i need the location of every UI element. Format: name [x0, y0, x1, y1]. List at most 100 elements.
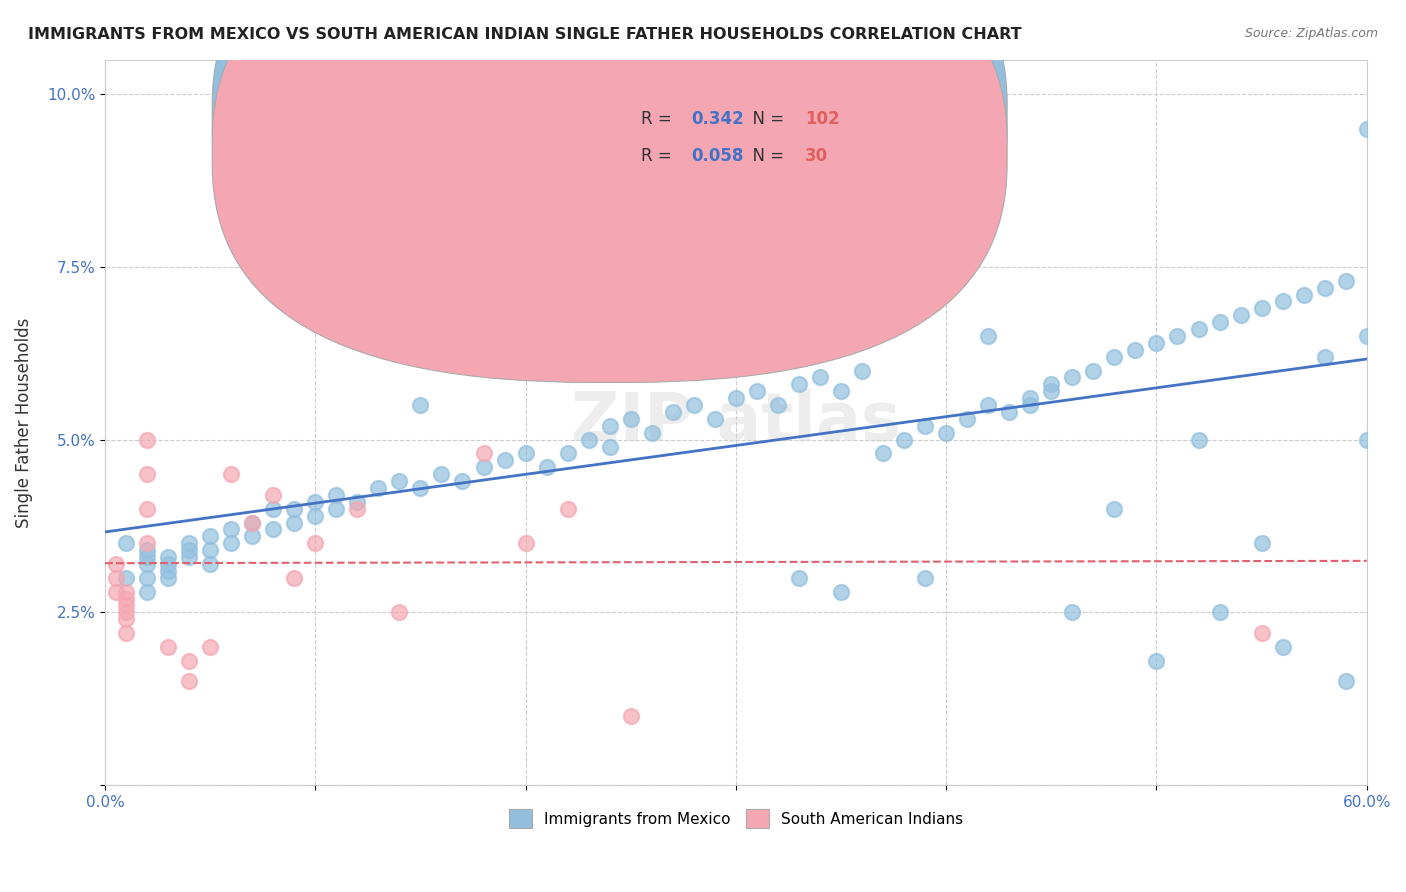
Point	[325, 488, 347, 502]
Point	[409, 398, 432, 412]
Point	[787, 377, 810, 392]
Point	[136, 467, 159, 482]
Point	[1040, 384, 1063, 399]
Point	[1355, 433, 1378, 447]
Text: R =: R =	[641, 146, 678, 165]
Point	[136, 501, 159, 516]
Point	[430, 294, 453, 309]
Text: N =: N =	[742, 111, 790, 128]
Point	[136, 557, 159, 571]
Point	[240, 516, 263, 530]
Point	[198, 529, 221, 543]
Point	[851, 363, 873, 377]
Point	[515, 446, 537, 460]
Text: 0.342: 0.342	[692, 111, 744, 128]
FancyBboxPatch shape	[212, 0, 1007, 383]
Point	[494, 453, 516, 467]
Point	[115, 571, 138, 585]
Point	[304, 536, 326, 550]
Point	[1355, 329, 1378, 343]
Point	[599, 440, 621, 454]
Point	[367, 481, 389, 495]
Text: 102: 102	[806, 111, 839, 128]
Point	[219, 523, 242, 537]
Point	[219, 536, 242, 550]
Legend: Immigrants from Mexico, South American Indians: Immigrants from Mexico, South American I…	[501, 802, 970, 836]
Point	[893, 433, 915, 447]
Point	[304, 495, 326, 509]
Point	[830, 384, 852, 399]
Point	[240, 516, 263, 530]
Point	[157, 571, 180, 585]
Point	[977, 329, 1000, 343]
Point	[1146, 654, 1168, 668]
Point	[136, 543, 159, 558]
Point	[620, 412, 643, 426]
Point	[1229, 308, 1251, 322]
Point	[198, 557, 221, 571]
Point	[104, 571, 127, 585]
Point	[1062, 605, 1084, 619]
Point	[808, 260, 831, 274]
Point	[157, 640, 180, 654]
Point	[1334, 274, 1357, 288]
Point	[115, 626, 138, 640]
Point	[1125, 343, 1147, 357]
Point	[115, 612, 138, 626]
Point	[1250, 301, 1272, 316]
Point	[136, 584, 159, 599]
Point	[766, 398, 789, 412]
Point	[325, 501, 347, 516]
Point	[472, 460, 495, 475]
Point	[136, 571, 159, 585]
Point	[388, 474, 411, 488]
Point	[1334, 674, 1357, 689]
Point	[682, 156, 704, 170]
Point	[388, 605, 411, 619]
Point	[409, 481, 432, 495]
Point	[472, 446, 495, 460]
Point	[1146, 335, 1168, 350]
Point	[115, 536, 138, 550]
Point	[136, 550, 159, 565]
Text: R =: R =	[641, 111, 678, 128]
Point	[1187, 322, 1209, 336]
Point	[177, 543, 200, 558]
Point	[177, 654, 200, 668]
Point	[1250, 626, 1272, 640]
Point	[956, 412, 979, 426]
FancyBboxPatch shape	[560, 67, 887, 197]
Point	[104, 557, 127, 571]
Point	[641, 191, 664, 205]
Point	[283, 571, 305, 585]
Point	[578, 433, 600, 447]
Point	[177, 674, 200, 689]
Text: IMMIGRANTS FROM MEXICO VS SOUTH AMERICAN INDIAN SINGLE FATHER HOUSEHOLDS CORRELA: IMMIGRANTS FROM MEXICO VS SOUTH AMERICAN…	[28, 27, 1022, 42]
Text: N =: N =	[742, 146, 790, 165]
Point	[1292, 287, 1315, 301]
Text: 30: 30	[806, 146, 828, 165]
Point	[198, 543, 221, 558]
Point	[682, 398, 704, 412]
Point	[198, 640, 221, 654]
Text: 0.058: 0.058	[692, 146, 744, 165]
Point	[1040, 377, 1063, 392]
Point	[557, 446, 579, 460]
Point	[1104, 501, 1126, 516]
Point	[536, 460, 558, 475]
Point	[157, 557, 180, 571]
Text: Source: ZipAtlas.com: Source: ZipAtlas.com	[1244, 27, 1378, 40]
Point	[515, 536, 537, 550]
Y-axis label: Single Father Households: Single Father Households	[15, 318, 32, 527]
Point	[557, 501, 579, 516]
Point	[136, 433, 159, 447]
Point	[830, 584, 852, 599]
Point	[262, 523, 284, 537]
Point	[1019, 398, 1042, 412]
Point	[177, 550, 200, 565]
Point	[115, 605, 138, 619]
Point	[304, 508, 326, 523]
Point	[115, 584, 138, 599]
Point	[104, 584, 127, 599]
Point	[1019, 391, 1042, 405]
